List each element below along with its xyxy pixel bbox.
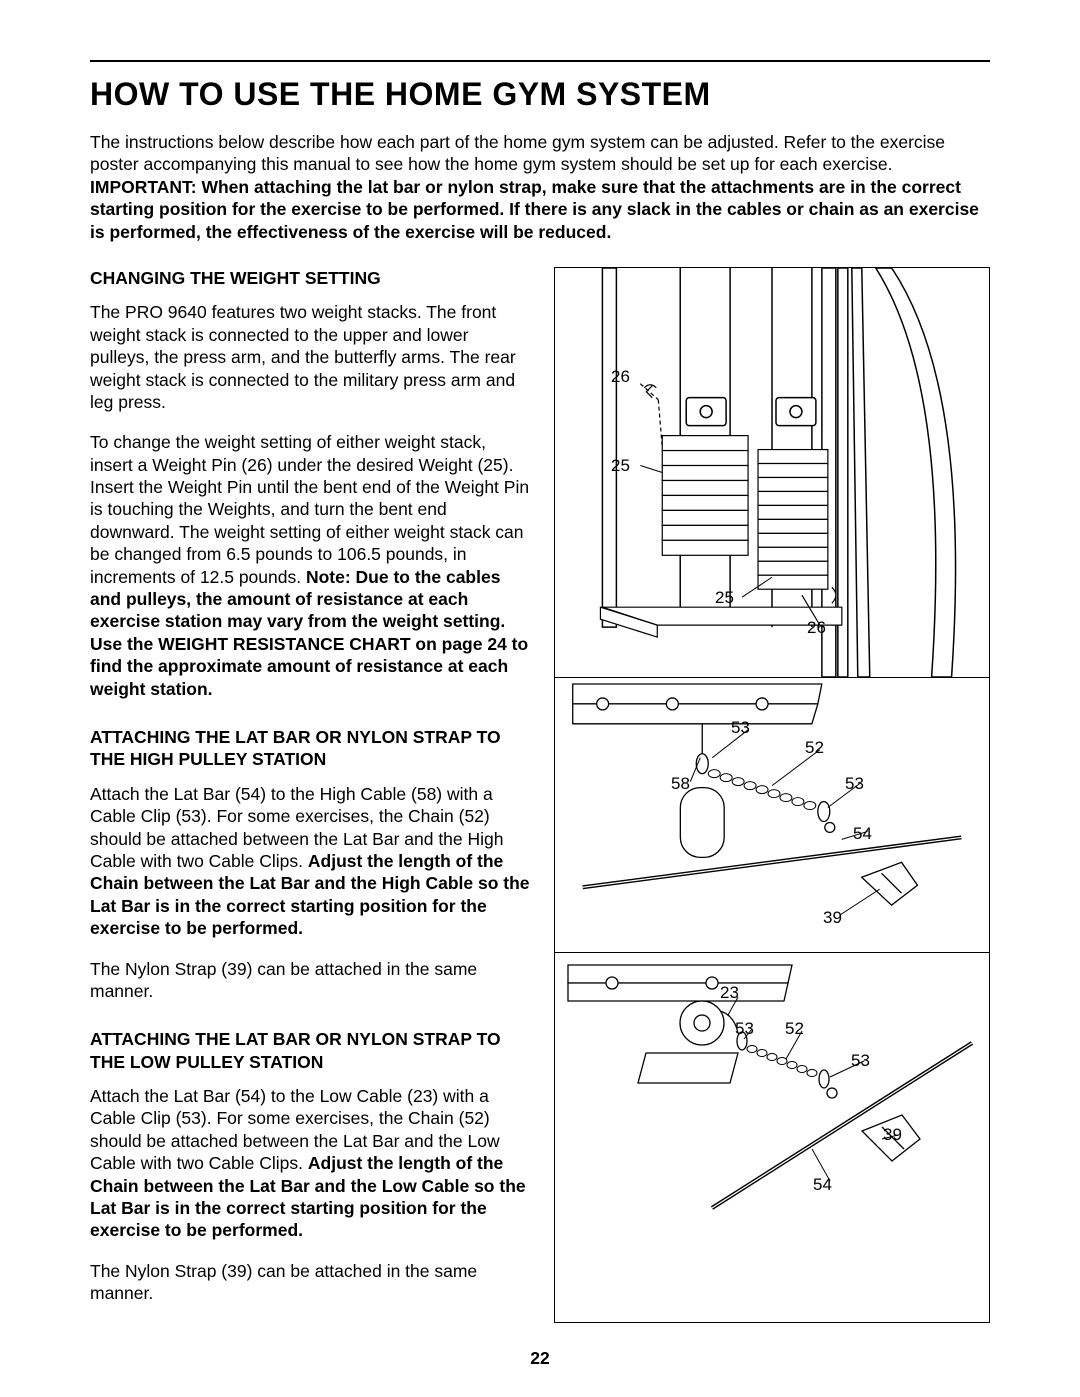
diagram-low-pulley: 23 53 52 53 54 39 <box>555 953 989 1228</box>
section2-heading: ATTACHING THE LAT BAR OR NYLON STRAP TO … <box>90 726 530 771</box>
two-column-layout: CHANGING THE WEIGHT SETTING The PRO 9640… <box>90 267 990 1323</box>
section2-p1: Attach the Lat Bar (54) to the High Cabl… <box>90 783 530 940</box>
left-text-column: CHANGING THE WEIGHT SETTING The PRO 9640… <box>90 267 530 1323</box>
diagram-weight-stacks: 26 25 25 26 <box>555 268 989 678</box>
section1-p2: To change the weight setting of either w… <box>90 431 530 700</box>
section1-p2-text: To change the weight setting of either w… <box>90 432 529 586</box>
diagram-high-pulley: 53 52 58 53 54 39 <box>555 678 989 953</box>
section3-heading: ATTACHING THE LAT BAR OR NYLON STRAP TO … <box>90 1028 530 1073</box>
high-pulley-svg <box>555 678 989 952</box>
d2-label-52: 52 <box>805 738 824 758</box>
diagram-column: 26 25 25 26 <box>554 267 990 1323</box>
page-number: 22 <box>0 1348 1080 1369</box>
intro-text: The instructions below describe how each… <box>90 132 945 174</box>
d3-label-52: 52 <box>785 1019 804 1039</box>
d2-label-53a: 53 <box>731 718 750 738</box>
d2-label-58: 58 <box>671 774 690 794</box>
intro-important: IMPORTANT: When attaching the lat bar or… <box>90 177 979 242</box>
intro-paragraph: The instructions below describe how each… <box>90 131 990 243</box>
section2-p2: The Nylon Strap (39) can be attached in … <box>90 958 530 1003</box>
section3-p1: Attach the Lat Bar (54) to the Low Cable… <box>90 1085 530 1242</box>
label-26-bot: 26 <box>807 618 826 638</box>
section1-p1: The PRO 9640 features two weight stacks.… <box>90 301 530 413</box>
section3-p2: The Nylon Strap (39) can be attached in … <box>90 1260 530 1305</box>
d2-label-53b: 53 <box>845 774 864 794</box>
low-pulley-svg <box>555 953 989 1228</box>
d2-label-39: 39 <box>823 908 842 928</box>
d3-label-54: 54 <box>813 1175 832 1195</box>
label-26-top: 26 <box>611 367 630 387</box>
label-25-top: 25 <box>611 456 630 476</box>
d2-label-54: 54 <box>853 824 872 844</box>
d3-label-39: 39 <box>883 1125 902 1145</box>
page-title: HOW TO USE THE HOME GYM SYSTEM <box>90 76 990 113</box>
label-25-bot: 25 <box>715 588 734 608</box>
d3-label-53a: 53 <box>735 1019 754 1039</box>
d3-label-53b: 53 <box>851 1051 870 1071</box>
top-rule <box>90 60 990 62</box>
d3-label-23: 23 <box>720 983 739 1003</box>
section1-heading: CHANGING THE WEIGHT SETTING <box>90 267 530 289</box>
